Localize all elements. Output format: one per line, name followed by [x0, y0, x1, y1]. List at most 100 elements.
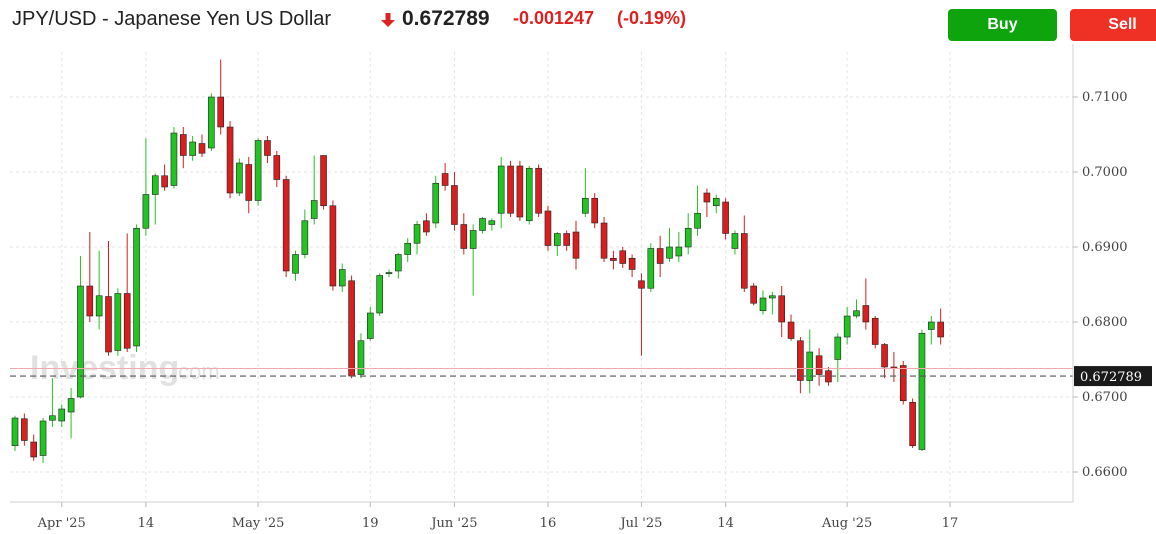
- candle-body: [834, 336, 842, 360]
- candle-body: [273, 155, 281, 180]
- candle-body: [170, 132, 178, 186]
- candle-down: [245, 157, 253, 214]
- candle-up: [432, 175, 440, 229]
- candle-body: [684, 227, 692, 248]
- sell-button[interactable]: Sell: [1070, 9, 1156, 41]
- candle-body: [338, 269, 346, 287]
- candle-down: [348, 275, 355, 379]
- candle-body: [180, 134, 187, 156]
- candle-up: [497, 157, 505, 229]
- candle-down: [544, 205, 552, 251]
- candle-up: [170, 127, 178, 189]
- candle-up: [553, 232, 561, 256]
- y-tick-label: 0.6600: [1082, 465, 1128, 480]
- candle-down: [740, 215, 748, 292]
- x-tick-label: 17: [942, 516, 959, 531]
- candle-up: [684, 213, 692, 255]
- candle-body: [497, 165, 505, 214]
- candle-body: [301, 220, 309, 255]
- candle-up: [525, 166, 533, 225]
- candle-up: [133, 224, 140, 352]
- watermark-suffix: .com: [172, 359, 220, 384]
- candle-body: [927, 321, 935, 330]
- candle-down: [180, 127, 187, 169]
- last-price-label: 0.672789: [1080, 370, 1142, 385]
- candle-body: [488, 220, 496, 225]
- price-chart[interactable]: Investing .com 0.672789 0.6600 0.6700 0.68…: [0, 44, 1156, 534]
- candle-body: [423, 220, 430, 233]
- candle-body: [208, 96, 215, 149]
- candle-body: [525, 167, 533, 222]
- candle-down: [787, 314, 795, 341]
- candle-up: [376, 273, 383, 316]
- x-axis: Apr '25 14 May '25 19 Jun '25 16 Jul '25 14 Aug …: [10, 501, 1073, 531]
- candle-body: [516, 165, 524, 218]
- candlestick-chart-svg[interactable]: Investing .com 0.672789 0.66000.67000.68…: [0, 44, 1156, 534]
- candle-body: [58, 408, 66, 422]
- candle-body: [815, 355, 823, 375]
- candle-body: [451, 185, 458, 225]
- candle-body: [740, 233, 748, 289]
- candle-down: [937, 308, 944, 345]
- candle-body: [264, 140, 271, 156]
- candle-body: [226, 126, 234, 194]
- x-tick-label: Apr '25: [37, 516, 86, 531]
- candle-body: [189, 141, 196, 156]
- candle-down: [750, 283, 757, 306]
- candle-up: [142, 138, 150, 236]
- candle-up: [366, 307, 374, 341]
- candle-down: [563, 230, 570, 251]
- buy-button[interactable]: Buy: [948, 9, 1057, 41]
- candle-up: [666, 228, 673, 262]
- candle-body: [731, 233, 739, 249]
- candle-body: [656, 248, 664, 264]
- y-tick-label: 0.6800: [1082, 315, 1128, 330]
- candle-body: [413, 224, 421, 244]
- candle-down: [161, 164, 168, 191]
- candle-down: [320, 155, 327, 210]
- candle-body: [11, 417, 19, 447]
- candle-up: [39, 418, 47, 463]
- candle-down: [507, 160, 514, 217]
- candle-body: [404, 242, 412, 255]
- candle-up: [694, 185, 701, 236]
- candle-body: [432, 182, 440, 224]
- candle-body: [385, 272, 393, 275]
- candle-up: [712, 194, 720, 214]
- candle-down: [123, 233, 131, 352]
- candle-up: [647, 243, 655, 292]
- last-price: 0.672789: [402, 7, 490, 30]
- candle-body: [254, 140, 262, 201]
- candle-down: [226, 121, 234, 199]
- candle-body: [320, 155, 327, 207]
- candle-body: [572, 231, 580, 259]
- candle-down: [264, 136, 271, 163]
- candle-body: [49, 415, 56, 421]
- candle-up: [769, 292, 776, 315]
- candle-body: [460, 224, 468, 249]
- candle-body: [198, 143, 206, 154]
- candle-body: [675, 246, 683, 257]
- candle-down: [273, 151, 281, 187]
- candle-down: [881, 343, 888, 379]
- candle-body: [67, 398, 75, 413]
- candle-body: [282, 179, 290, 272]
- candle-body: [787, 321, 795, 339]
- candle-body: [357, 340, 365, 375]
- candle-up: [236, 158, 243, 196]
- candle-body: [95, 295, 103, 317]
- candle-down: [610, 250, 617, 270]
- candle-down: [198, 134, 206, 157]
- candle-body: [217, 96, 224, 128]
- candle-up: [189, 136, 196, 161]
- candle-body: [441, 173, 449, 186]
- candle-down: [703, 188, 711, 217]
- candle-up: [413, 220, 421, 255]
- candle-up: [58, 404, 66, 427]
- candle-body: [591, 197, 599, 224]
- candle-body: [600, 222, 608, 259]
- candle-down: [572, 220, 580, 270]
- candle-down: [619, 247, 627, 268]
- candle-up: [77, 256, 84, 399]
- candle-down: [516, 160, 524, 221]
